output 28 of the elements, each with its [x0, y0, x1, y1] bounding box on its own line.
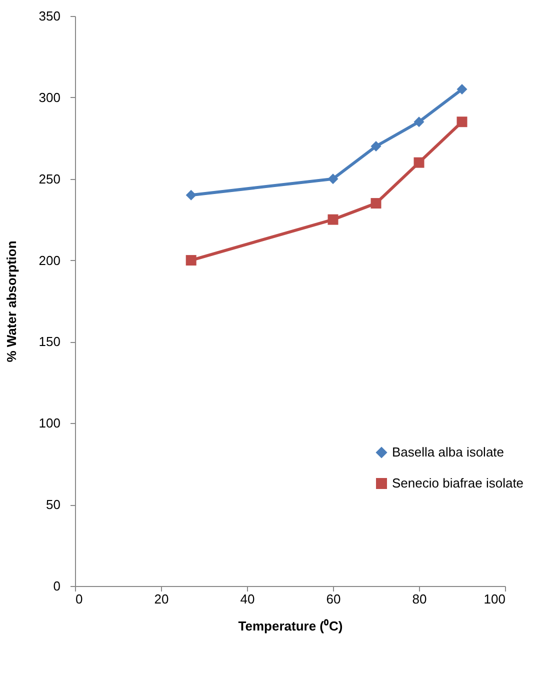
- y-tick-label: 150: [38, 334, 60, 350]
- x-tick-label: 40: [240, 592, 255, 606]
- point: [328, 214, 338, 225]
- y-tick-label: 300: [38, 90, 60, 105]
- x-tick-label: 20: [154, 592, 169, 606]
- y-axis-title: % Water absorption: [4, 240, 19, 362]
- y-tick-label: 50: [46, 497, 60, 512]
- y-tick-label: 200: [38, 252, 60, 268]
- legend-label: Basella alba isolate: [392, 444, 504, 460]
- y-tick-label: 100: [38, 416, 60, 431]
- point: [186, 255, 196, 266]
- point: [414, 157, 424, 168]
- point: [370, 198, 382, 209]
- point: [328, 174, 338, 184]
- x-axis-title: Temperature (⁰C): [238, 618, 343, 634]
- point: [456, 84, 468, 95]
- x-tick-label: 80: [412, 592, 427, 606]
- point: [370, 141, 382, 152]
- point: [186, 190, 196, 200]
- point: [456, 116, 468, 128]
- y-tick-label: 0: [53, 578, 60, 594]
- x-tick-label: 100: [484, 592, 506, 606]
- x-tick-label: 0: [76, 592, 83, 606]
- point: [414, 116, 424, 128]
- x-tick-label: 60: [326, 592, 341, 606]
- y-tick-label: 350: [38, 8, 60, 24]
- legend-label: Senecio biafrae isolate: [392, 476, 524, 490]
- y-tick-label: 250: [38, 171, 60, 186]
